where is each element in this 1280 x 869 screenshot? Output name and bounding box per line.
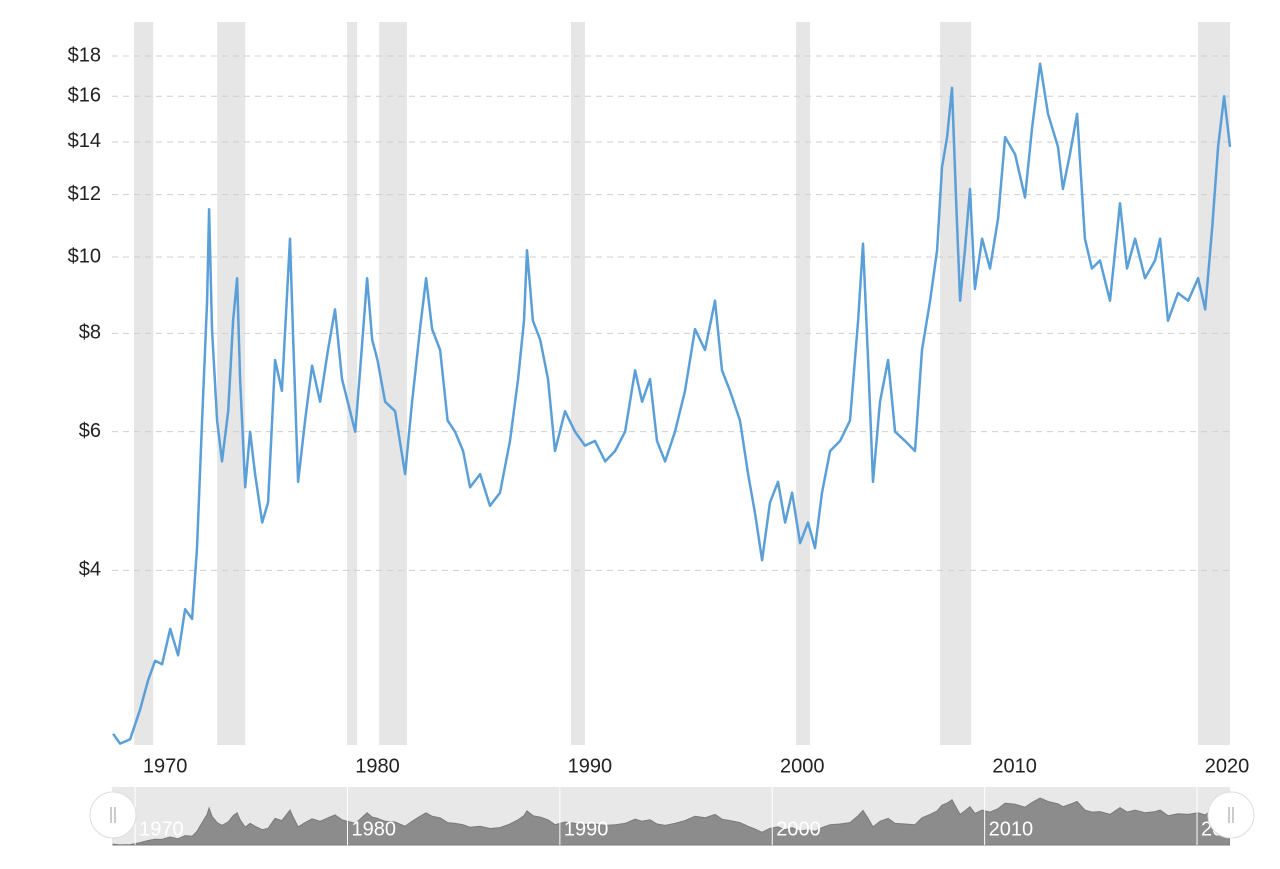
recession-band [570,22,585,745]
x-tick-label: 1980 [355,755,400,777]
y-tick-label: $14 [68,130,101,152]
y-tick-label: $16 [68,85,101,107]
navigator-label: 1980 [351,818,396,840]
recession-band [796,22,811,745]
recession-band [134,22,154,745]
navigator-label: 1970 [139,818,184,840]
x-tick-label: 1970 [143,755,188,777]
y-tick-label: $6 [79,420,101,442]
recession-band [347,22,358,745]
recession-band [379,22,408,745]
x-tick-label: 2020 [1205,755,1250,777]
y-tick-label: $12 [68,183,101,205]
x-tick-label: 2000 [780,755,825,777]
x-tick-label: 1990 [568,755,613,777]
x-tick-label: 2010 [992,755,1037,777]
navigator-label: 2000 [776,818,821,840]
navigator-label: 2010 [989,818,1034,840]
price-line [112,62,1232,745]
navigator-handle-left[interactable] [89,791,137,839]
y-tick-label: $8 [79,322,101,344]
y-tick-label: $4 [79,559,101,581]
y-tick-label: $18 [68,44,101,66]
navigator-area [112,797,1230,846]
y-tick-label: $10 [68,245,101,267]
navigator-handle-right[interactable] [1207,791,1255,839]
recession-band [1197,22,1230,745]
navigator-label: 1990 [564,818,609,840]
recession-band [940,22,972,745]
